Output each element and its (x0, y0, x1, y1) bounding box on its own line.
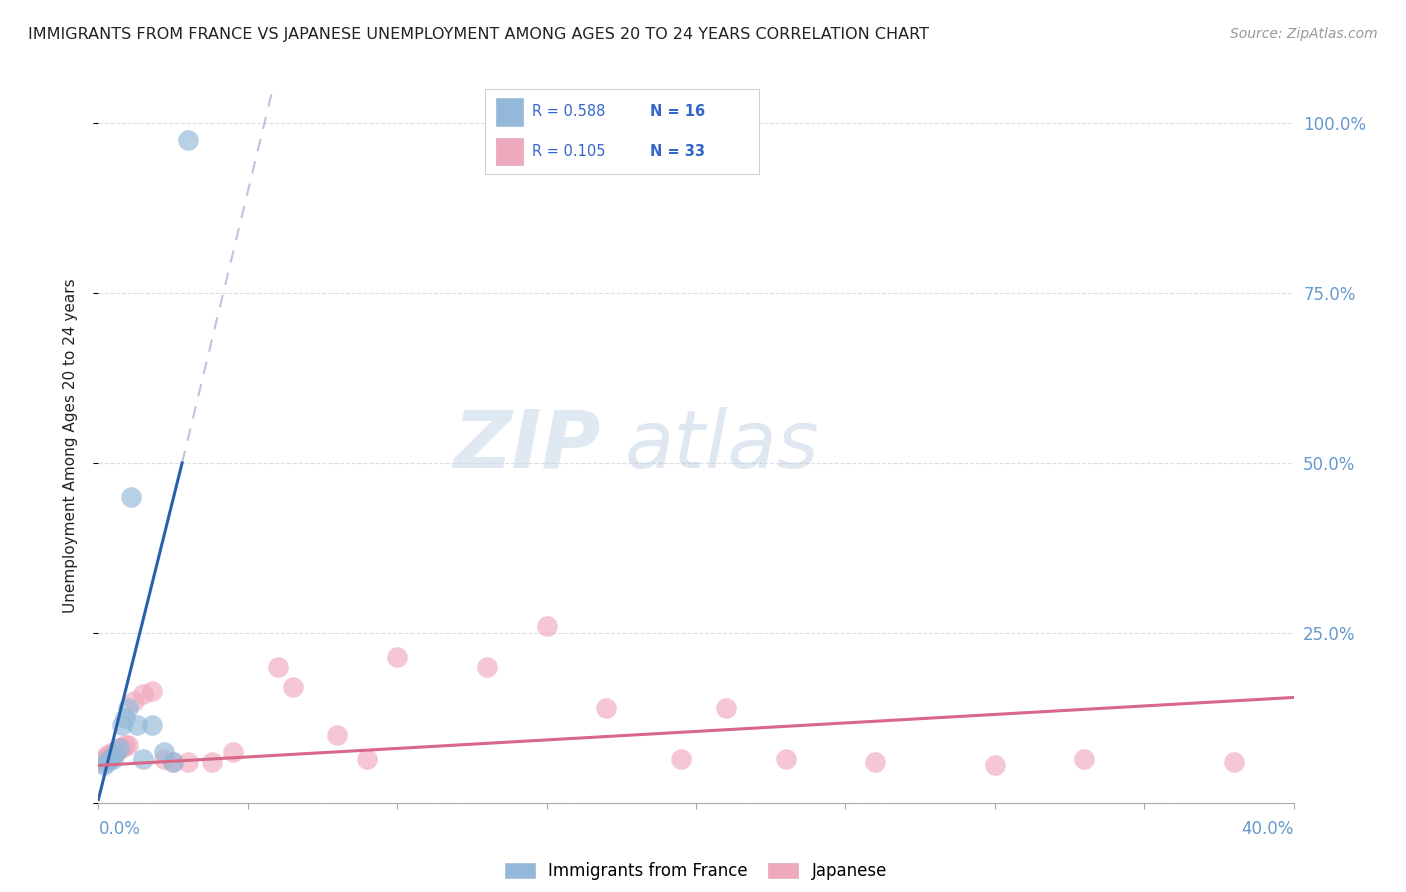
Point (267, 660, 290, 674)
Point (103, 751, 125, 765)
Point (111, 741, 134, 756)
Point (93, 751, 115, 765)
Point (103, 745, 125, 759)
Point (536, 619, 558, 633)
Text: N = 16: N = 16 (650, 104, 704, 120)
Point (90, 755, 112, 769)
Point (114, 711, 136, 725)
Point (984, 758, 1007, 772)
Point (385, 649, 409, 664)
Text: Source: ZipAtlas.com: Source: ZipAtlas.com (1230, 27, 1378, 41)
Point (132, 687, 155, 701)
Point (117, 738, 139, 752)
Point (141, 717, 163, 731)
Point (100, 748, 122, 763)
Point (117, 700, 139, 714)
Point (96, 748, 118, 763)
Text: atlas: atlas (624, 407, 820, 485)
Point (775, 751, 797, 765)
Point (475, 660, 498, 674)
Text: IMMIGRANTS FROM FRANCE VS JAPANESE UNEMPLOYMENT AMONG AGES 20 TO 24 YEARS CORREL: IMMIGRANTS FROM FRANCE VS JAPANESE UNEMP… (28, 27, 929, 42)
Point (1073, 751, 1095, 765)
Text: ZIP: ZIP (453, 407, 600, 485)
Point (93, 758, 115, 772)
Point (124, 694, 146, 708)
Point (120, 490, 142, 504)
Point (96, 755, 118, 769)
Point (127, 717, 149, 731)
Point (356, 751, 378, 765)
Point (100, 751, 122, 765)
Point (141, 683, 163, 698)
Y-axis label: Unemployment Among Ages 20 to 24 years: Unemployment Among Ages 20 to 24 years (63, 278, 77, 614)
Text: 40.0%: 40.0% (1241, 820, 1294, 838)
Point (865, 755, 887, 769)
Point (153, 751, 176, 765)
Point (177, 133, 200, 147)
Point (669, 751, 692, 765)
Point (108, 741, 131, 756)
Text: N = 33: N = 33 (650, 144, 704, 159)
Point (162, 755, 184, 769)
FancyBboxPatch shape (496, 137, 523, 165)
Point (153, 745, 176, 759)
Point (1223, 755, 1246, 769)
FancyBboxPatch shape (496, 98, 523, 126)
Point (105, 745, 128, 759)
Point (201, 755, 224, 769)
Point (108, 741, 131, 756)
Point (111, 717, 134, 731)
Point (132, 751, 155, 765)
Point (281, 680, 304, 694)
Point (326, 728, 349, 742)
Point (114, 738, 136, 752)
Text: R = 0.105: R = 0.105 (531, 144, 605, 159)
Point (714, 700, 737, 714)
Legend: Immigrants from France, Japanese: Immigrants from France, Japanese (505, 862, 887, 880)
Point (105, 745, 128, 759)
Point (222, 745, 245, 759)
Point (177, 755, 200, 769)
Point (595, 700, 617, 714)
Text: R = 0.588: R = 0.588 (531, 104, 605, 120)
Point (162, 755, 184, 769)
Text: 0.0%: 0.0% (98, 820, 141, 838)
